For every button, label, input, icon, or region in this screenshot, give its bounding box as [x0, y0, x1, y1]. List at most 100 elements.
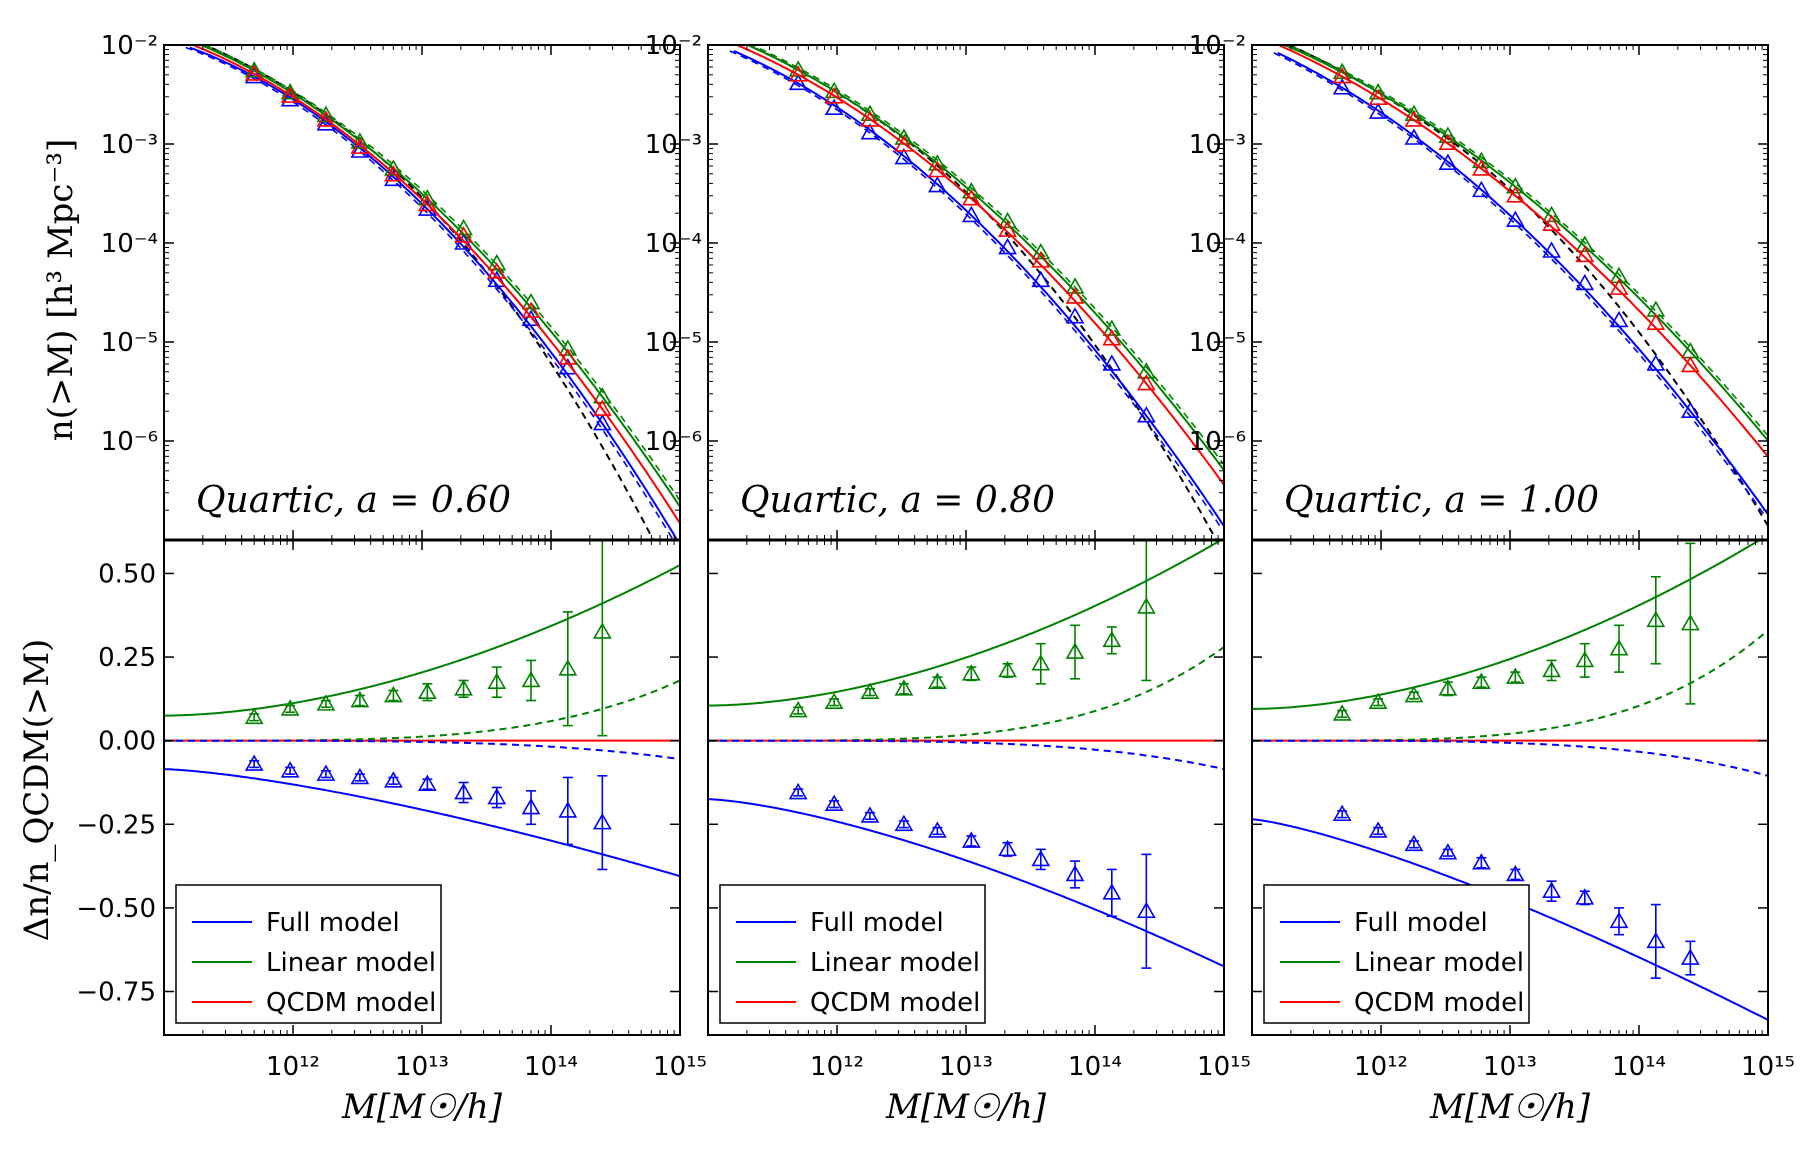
full-point — [1065, 307, 1085, 324]
y-tick-label: 10⁻³ — [645, 130, 702, 160]
x-tick-label: 10¹⁵ — [1197, 1052, 1251, 1082]
x-tick-label: 10¹² — [1354, 1052, 1408, 1082]
x-axis-label: M[M☉/h] — [885, 1087, 1047, 1127]
qcdm-point — [788, 65, 808, 82]
linear-point — [1609, 266, 1629, 284]
linear-point — [894, 679, 914, 696]
qcdm-point — [280, 86, 300, 103]
panel-3: 10⁻² 10⁻³ 10⁻⁴ 10⁻⁵ 10⁻⁶ Quartic, a = 1.00 10¹… — [1189, 31, 1795, 1127]
linear-curve — [198, 45, 680, 508]
linear-point — [454, 679, 473, 696]
bottom-plot-area — [1252, 540, 1768, 1021]
full-point — [1136, 406, 1156, 423]
linear-point — [860, 682, 880, 699]
panel-annotation: Quartic, a = 0.80 — [740, 480, 1055, 521]
linear-point — [487, 253, 507, 271]
full-point — [1102, 883, 1122, 900]
linear-point — [1505, 177, 1525, 194]
bottom-plot-area — [708, 540, 1224, 969]
y-tick-label: 10⁻³ — [1189, 130, 1246, 160]
bottom-plot-area — [164, 540, 680, 878]
y-tick-label: 10⁻⁶ — [1189, 427, 1246, 457]
full-point — [998, 839, 1017, 857]
top-plot-area — [185, 45, 680, 540]
qcdm-point — [928, 160, 947, 178]
y-tick-label: 0.50 — [98, 559, 156, 589]
top-ylabel: n(>M) [h³ Mpc⁻³] — [41, 139, 81, 442]
qcdm-point — [894, 135, 914, 152]
linear-curve — [708, 540, 1224, 707]
full-point — [1680, 948, 1700, 965]
linear-point — [1065, 642, 1085, 659]
qcdm-point — [860, 110, 880, 127]
y-tick-label: 10⁻⁵ — [101, 328, 158, 358]
qcdm-curve — [1277, 45, 1768, 458]
full-point — [244, 754, 264, 771]
legend-label: Full model — [1354, 908, 1488, 938]
qcdm-point — [384, 165, 403, 182]
linear-point — [316, 694, 336, 711]
linear-point — [454, 218, 473, 236]
full-dashed-curve — [708, 739, 1224, 771]
y-tick-label: 10⁻⁶ — [645, 427, 702, 457]
panels: 10⁻² 10⁻³ 10⁻⁴ 10⁻⁵ 10⁻⁶ Quartic, a = 0.60 0.5… — [76, 31, 1795, 1127]
full-curve — [1277, 51, 1768, 515]
linear-point — [1542, 205, 1561, 223]
full-point — [961, 205, 981, 223]
full-point — [894, 147, 914, 165]
full-point — [1609, 310, 1629, 328]
x-tick-label: 10¹⁵ — [653, 1052, 707, 1082]
linear-point — [1031, 654, 1051, 671]
qcdm-point — [454, 226, 473, 243]
full-dashed-curve — [1273, 52, 1765, 515]
full-point — [592, 413, 612, 431]
x-axis-label: M[M☉/h] — [1429, 1087, 1591, 1127]
legend: Full model Linear model QCDM model — [1263, 884, 1530, 1024]
y-tick-label: 0.25 — [98, 643, 156, 673]
linear-point — [417, 682, 437, 699]
full-point — [454, 782, 473, 800]
x-tick-label: 10¹⁵ — [1741, 1052, 1795, 1082]
top-plot-area — [1273, 45, 1768, 527]
full-point — [1136, 901, 1156, 919]
full-point — [1368, 102, 1388, 119]
linear-point — [280, 699, 300, 716]
legend: Full model Linear model QCDM model — [175, 884, 442, 1024]
linear-dashed-curve — [202, 45, 680, 503]
full-point — [1542, 241, 1561, 258]
linear-curve — [1252, 540, 1762, 710]
full-curve — [164, 768, 680, 878]
full-point — [1332, 804, 1352, 822]
qcdm-point — [1136, 373, 1156, 391]
linear-point — [558, 339, 578, 356]
full-point — [521, 797, 541, 815]
full-point — [928, 821, 947, 838]
full-point — [1332, 78, 1352, 95]
qcdm-point — [961, 189, 981, 206]
qcdm-point — [1404, 110, 1424, 127]
qcdm-point — [1505, 186, 1525, 203]
top-axes-frame — [1251, 44, 1769, 541]
linear-point — [1438, 679, 1458, 696]
full-point — [487, 270, 507, 288]
reference-dashed-curve — [1287, 45, 1768, 527]
linear-point — [998, 211, 1017, 229]
y-tick-label: −0.25 — [76, 810, 156, 840]
linear-point — [1472, 672, 1491, 689]
panel-1: 10⁻² 10⁻³ 10⁻⁴ 10⁻⁵ 10⁻⁶ Quartic, a = 0.60 0.5… — [76, 31, 707, 1127]
full-point — [350, 141, 370, 158]
full-curve — [708, 798, 1224, 968]
linear-point — [350, 690, 370, 708]
y-tick-label: 10⁻⁶ — [101, 427, 158, 457]
qcdm-point — [1680, 355, 1700, 373]
full-point — [860, 806, 880, 823]
qcdm-point — [1102, 329, 1122, 346]
legend: Full model Linear model QCDM model — [719, 884, 986, 1024]
linear-point — [1575, 650, 1595, 668]
linear-curve — [164, 564, 680, 717]
y-tick-label: 10⁻⁴ — [645, 229, 702, 259]
qcdm-point — [592, 399, 612, 416]
qcdm-curve — [734, 45, 1224, 486]
full-point — [824, 794, 844, 812]
qcdm-point — [487, 262, 507, 279]
